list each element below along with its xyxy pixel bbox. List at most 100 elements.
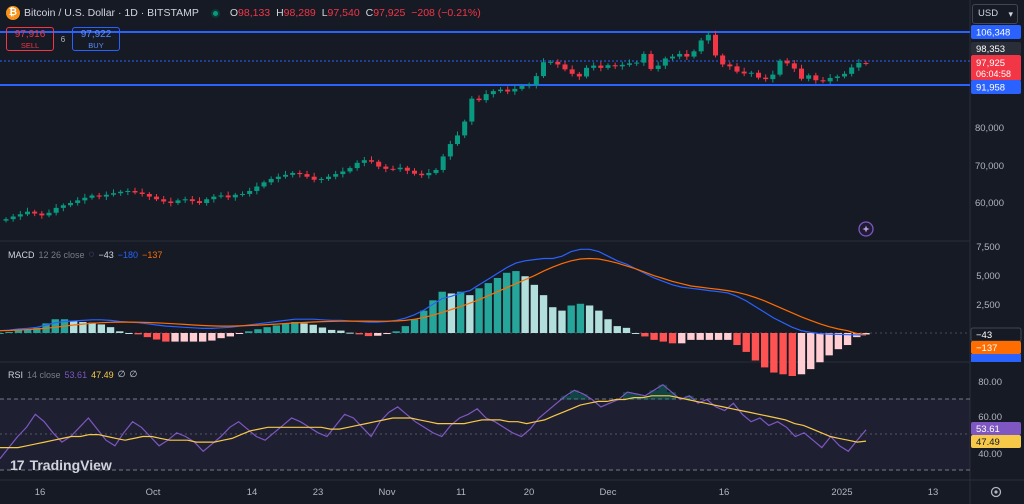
current-price-label: 97,925 (976, 58, 1005, 69)
candle-body (813, 75, 819, 81)
sell-button[interactable]: 97,916 SELL (6, 27, 54, 51)
macd-histogram-bar (825, 333, 833, 356)
bitcoin-icon: ₿ (6, 6, 20, 20)
candle-body (32, 211, 38, 214)
candle-body (3, 219, 9, 221)
open-value: 98,133 (238, 7, 271, 19)
macd-histogram-bar (337, 330, 345, 333)
rsi-empty-value: ∅ (117, 369, 126, 379)
time-axis-label: 2025 (831, 487, 852, 498)
macd-histogram-bar (33, 327, 41, 333)
macd-histogram-bar (14, 329, 23, 333)
macd-histogram-bar (631, 333, 640, 334)
time-axis-label: 13 (928, 487, 939, 498)
macd-histogram-bar (97, 324, 106, 333)
currency-select[interactable]: USD (972, 4, 1018, 24)
macd-histogram-bar (659, 333, 668, 342)
macd-histogram-bar (733, 333, 741, 346)
time-axis-label: 23 (313, 487, 324, 498)
loading-spinner-icon: ◌ (88, 249, 95, 260)
time-axis-label: 16 (719, 487, 730, 498)
candle-body (454, 135, 461, 145)
candle-body (440, 156, 446, 170)
candle-body (361, 160, 367, 163)
macd-histogram-bar (466, 295, 474, 333)
rsi-legend[interactable]: RSI 14 close 53.61 47.49 ∅ ∅ (8, 369, 137, 380)
macd-histogram-bar (208, 333, 216, 341)
candle-body (497, 89, 504, 92)
candle-body (598, 65, 604, 68)
settings-gear-icon[interactable] (990, 486, 1002, 498)
candle-body (856, 62, 862, 68)
candle-body (390, 168, 396, 170)
macd-histogram-bar (742, 333, 750, 352)
candle-body (282, 174, 289, 177)
macd-histogram-bar (263, 327, 271, 333)
macd-histogram-bar (309, 324, 317, 333)
candle-body (225, 195, 231, 198)
candle-body (182, 199, 188, 201)
candle-body (239, 193, 246, 195)
candle-body (368, 160, 375, 162)
low-value: 97,540 (327, 7, 360, 19)
candle-body (161, 199, 167, 202)
candlestick-series[interactable] (3, 30, 869, 223)
candle-body (196, 201, 203, 203)
candle-body (555, 61, 561, 65)
macd-histogram-bar (51, 319, 59, 333)
candle-body (612, 65, 618, 67)
macd-line-badge-clipped (971, 354, 1021, 362)
candle-body (863, 62, 869, 64)
time-axis-label: 14 (247, 487, 258, 498)
candle-body (139, 192, 145, 194)
rsi-badge-text: 53.61 (976, 424, 1000, 435)
candle-body (677, 53, 683, 57)
macd-histogram-bar (171, 333, 179, 342)
macd-histogram-bar (180, 333, 188, 342)
ai-assistant-icon[interactable] (858, 221, 874, 237)
level-label-bg (971, 42, 1021, 55)
candle-body (755, 72, 762, 78)
symbol-legend[interactable]: ₿ Bitcoin / U.S. Dollar · 1D · BITSTAMP … (6, 6, 484, 20)
rsi-line (0, 383, 867, 460)
macd-histogram-bar (512, 271, 520, 333)
macd-histogram (0, 271, 870, 376)
candle-body (720, 55, 726, 65)
macd-histogram-bar (456, 291, 465, 333)
candle-body (53, 207, 59, 213)
candle-body (103, 194, 109, 197)
macd-legend[interactable]: MACD 12 26 close ◌ −43 −180 −137 (8, 249, 162, 260)
candle-body (834, 76, 840, 78)
candle-body (548, 61, 554, 63)
symbol-title[interactable]: Bitcoin / U.S. Dollar · 1D · BITSTAMP (24, 7, 199, 19)
candle-body (791, 63, 797, 69)
candle-body (526, 85, 532, 87)
candle-body (684, 53, 690, 57)
macd-histogram-bar (291, 321, 299, 333)
signal-badge-text: −137 (976, 343, 997, 354)
macd-histogram-bar (254, 329, 262, 333)
macd-histogram-bar (152, 333, 161, 340)
macd-histogram-bar (226, 333, 235, 337)
macd-histogram-bar (493, 277, 502, 333)
candle-body (426, 172, 432, 176)
macd-histogram-bar (475, 288, 483, 333)
macd-histogram-bar (622, 327, 631, 333)
macd-histogram-bar (162, 333, 170, 342)
candle-body (763, 77, 769, 80)
rsi-name: RSI (8, 369, 24, 380)
candle-body (569, 69, 575, 74)
time-axis[interactable]: 16 Oct 14 23 Nov 11 20 Dec 16 2025 13 (35, 487, 939, 498)
level-label-high: 98,353 (976, 44, 1005, 55)
candle-body (311, 176, 317, 180)
tradingview-wordmark: TradingView (29, 457, 112, 473)
macd-value: −43 (98, 249, 114, 260)
buy-button[interactable]: 97,922 BUY (72, 27, 120, 51)
rsi-ma-badge-text: 47.49 (976, 437, 1000, 448)
candle-body (247, 190, 253, 194)
ohlc-label: C (365, 7, 374, 19)
tradingview-logo[interactable]: 17 TradingView (10, 457, 112, 473)
macd-histogram-bar (245, 331, 253, 333)
